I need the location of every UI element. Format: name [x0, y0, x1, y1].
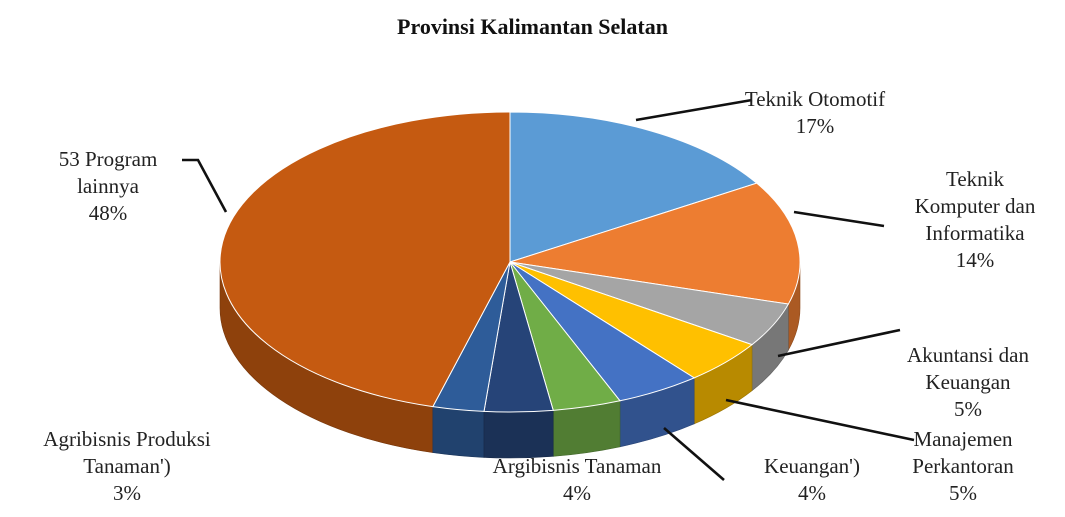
- slice-side-6: [483, 410, 554, 459]
- label-keuangan: Keuangan') 4%: [764, 453, 860, 507]
- label-teknik-komputer: Teknik Komputer dan Informatika 14%: [915, 166, 1036, 274]
- label-53-program-line-2: lainnya: [77, 174, 139, 198]
- leader-akuntansi: [777, 328, 901, 358]
- label-akuntansi-value: 5%: [954, 397, 982, 421]
- label-53-program-value: 48%: [88, 201, 128, 225]
- chart-title: Provinsi Kalimantan Selatan: [397, 14, 668, 39]
- label-teknik-otomotif-value: 17%: [795, 114, 835, 138]
- leader-keuangan: [663, 427, 725, 481]
- pie-slice-0: [509, 111, 758, 263]
- label-argibisnis-tanaman-name: Argibisnis Tanaman: [492, 454, 662, 478]
- label-teknik-otomotif-name: Teknik Otomotif: [744, 87, 886, 111]
- slice-side-7: [432, 406, 485, 458]
- label-manajemen-perkantoran: Manajemen Perkantoran 5%: [912, 426, 1013, 507]
- label-agribisnis-produksi-line-2: Tanaman'): [83, 454, 171, 478]
- pie-slice-8: [219, 111, 511, 408]
- leader-manajemen: [725, 398, 915, 442]
- label-akuntansi-line-1: Akuntansi dan: [907, 343, 1029, 367]
- label-argibisnis-tanaman-value: 4%: [563, 481, 591, 505]
- pie-slice-1: [509, 182, 801, 305]
- label-53-program-line-1: 53 Program: [58, 147, 158, 171]
- label-keuangan-name: Keuangan'): [764, 454, 860, 478]
- label-manajemen-line-1: Manajemen: [913, 427, 1013, 451]
- label-teknik-komputer-line-3: Informatika: [925, 221, 1025, 245]
- label-manajemen-line-2: Perkantoran: [912, 454, 1014, 478]
- leader-53-program: [182, 158, 228, 213]
- label-akuntansi: Akuntansi dan Keuangan 5%: [907, 342, 1029, 423]
- leader-teknik-komputer: [793, 210, 885, 228]
- label-teknik-komputer-line-2: Komputer dan: [914, 194, 1036, 218]
- label-teknik-komputer-value: 14%: [955, 248, 995, 272]
- label-teknik-komputer-line-1: Teknik: [945, 167, 1005, 191]
- label-argibisnis-tanaman: Argibisnis Tanaman 4%: [493, 453, 662, 507]
- label-teknik-otomotif: Teknik Otomotif 17%: [745, 86, 885, 140]
- label-manajemen-value: 5%: [949, 481, 977, 505]
- label-agribisnis-produksi-value: 3%: [113, 481, 141, 505]
- label-keuangan-value: 4%: [798, 481, 826, 505]
- label-agribisnis-produksi: Agribisnis Produksi Tanaman') 3%: [43, 426, 210, 507]
- label-agribisnis-produksi-line-1: Agribisnis Produksi: [43, 427, 211, 451]
- label-akuntansi-line-2: Keuangan: [925, 370, 1011, 394]
- leader-teknik-otomotif: [635, 98, 753, 122]
- label-53-program: 53 Program lainnya 48%: [59, 146, 158, 227]
